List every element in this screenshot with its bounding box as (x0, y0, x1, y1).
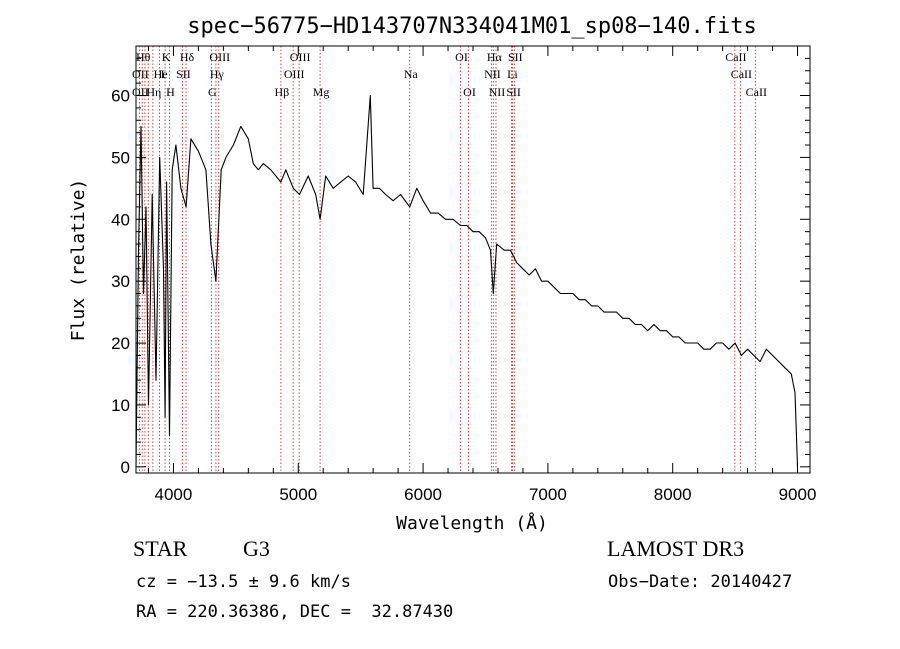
object-subclass: G3 (243, 536, 270, 561)
observation-date: Obs−Date: 20140427 (608, 572, 793, 592)
y-tick-label: 40 (111, 210, 130, 229)
x-tick-label: 9000 (779, 485, 817, 504)
y-tick-label: 20 (111, 334, 130, 353)
x-tick-label: 4000 (155, 485, 193, 504)
spectral-line-label: CaII (725, 50, 746, 64)
spectral-line-label: Hβ (275, 85, 290, 99)
spectral-line-label: Hθ (136, 50, 151, 64)
spectral-line-label: Hη (146, 85, 161, 99)
x-tick-label: 5000 (279, 485, 317, 504)
spectral-line-label: Hδ (180, 50, 195, 64)
spectral-line-label: Li (507, 67, 518, 81)
x-tick-label: 8000 (654, 485, 692, 504)
spectral-line-label: SII (508, 50, 523, 64)
y-axis-label: Flux (relative) (68, 179, 89, 342)
spectral-line-label: OI (455, 50, 468, 64)
spectral-line-label: OIII (209, 50, 230, 64)
x-tick-label: 6000 (404, 485, 442, 504)
plot-frame (135, 45, 811, 474)
spectral-line-label: OII (132, 67, 149, 81)
spectral-line-label: OI (463, 85, 476, 99)
x-axis-label: Wavelength (Å) (396, 512, 548, 534)
redshift-velocity: cz = −13.5 ± 9.6 km/s (136, 572, 351, 592)
spectral-line-label: CaII (746, 85, 767, 99)
spectral-line-markers (138, 46, 756, 473)
y-tick-label: 30 (111, 272, 130, 291)
spectral-line-label: Mg (313, 85, 330, 99)
spectral-line-label: SII (506, 85, 521, 99)
spectral-line-label: Na (404, 67, 419, 81)
spectral-line-label: H (166, 85, 175, 99)
spectral-line-label: G (208, 85, 217, 99)
chart-title: spec−56775−HD143707N334041M01_sp08−140.f… (187, 14, 757, 39)
spectral-line-label: NII (489, 85, 506, 99)
spectral-line-label: OIII (284, 67, 305, 81)
spectral-line-label: CaII (731, 67, 752, 81)
flux-series-line (135, 94, 799, 467)
spectral-line-label: NII (484, 67, 501, 81)
spectral-line-label: OIII (290, 50, 311, 64)
spectral-line-label: Hα (487, 50, 503, 64)
coordinates: RA = 220.36386, DEC = 32.87430 (136, 602, 454, 622)
y-axis-ticks: 0 10 20 30 40 50 60 (111, 45, 810, 477)
spectral-line-label: He (154, 67, 168, 81)
survey-name: LAMOST DR3 (607, 536, 745, 561)
x-axis-ticks: 4000 5000 6000 7000 8000 9000 (147, 46, 817, 504)
spectral-line-label: Hγ (210, 67, 225, 81)
y-tick-label: 50 (111, 148, 130, 167)
y-tick-label: 0 (121, 458, 130, 477)
y-tick-label: 60 (111, 87, 130, 106)
y-tick-label: 10 (111, 396, 130, 415)
spectral-line-label: K (162, 50, 171, 64)
spectral-line-label: SII (176, 67, 191, 81)
x-tick-label: 7000 (529, 485, 567, 504)
spectral-line-label: I (161, 67, 165, 81)
object-class: STAR (133, 536, 188, 561)
spectral-line-labels: Hθ K Hδ OIII OIII OI Hα SII CaII OII HeI SII Hγ OIII N… (132, 50, 767, 99)
